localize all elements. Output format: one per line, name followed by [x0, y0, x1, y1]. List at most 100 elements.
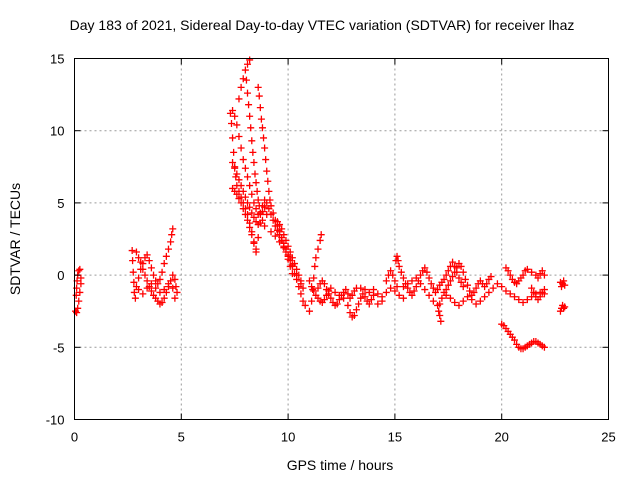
data-point-seg-mid [404, 280, 412, 288]
y-tick-label: -10 [46, 413, 65, 428]
data-point-seg-peak [235, 176, 243, 184]
data-point-seg-mid [308, 283, 316, 291]
data-point-seg-mid [444, 281, 452, 289]
data-point-seg-mid [325, 290, 333, 298]
data-point-seg-3h [156, 275, 164, 283]
x-tick-labels: 0 5 10 15 20 25 [71, 430, 616, 445]
data-point-seg-mid [308, 297, 316, 305]
data-point-seg-early [75, 267, 83, 275]
data-point-seg-mid [472, 284, 480, 292]
data-point-seg-mid [382, 288, 390, 296]
data-point-seg-mid [323, 286, 331, 294]
data-point-seg-mid [476, 297, 484, 305]
data-point-seg-late [538, 267, 546, 275]
data-point-seg-mid [442, 271, 450, 279]
data-point-seg-peak [299, 284, 307, 292]
data-point-seg-mid [425, 291, 433, 299]
data-point-seg-mid [355, 300, 363, 308]
data-point-seg-peak [254, 83, 262, 91]
data-point-seg-3h [168, 231, 176, 239]
data-point-seg-peak [229, 106, 237, 114]
data-point-seg-3h [143, 277, 151, 285]
data-point-seg-peak [239, 156, 247, 164]
data-point-seg-mid [457, 262, 465, 270]
data-point-seg-mid [440, 275, 448, 283]
data-point-seg-peak [244, 60, 252, 68]
data-point-seg-peak [254, 234, 262, 242]
data-point-seg-3h [167, 238, 175, 246]
data-point-seg-peak [241, 66, 249, 74]
data-point-seg-mid [305, 307, 313, 315]
y-tick-label: 15 [50, 52, 64, 67]
data-point-seg-peak [255, 92, 263, 100]
data-point-seg-3h [131, 294, 139, 302]
data-point-seg-mid [423, 268, 431, 276]
data-point-seg-peak [297, 290, 305, 298]
data-point-seg-mid [417, 280, 425, 288]
data-point-seg-peak [241, 210, 249, 218]
data-point-seg-3h [171, 294, 179, 302]
data-point-seg-3h [139, 290, 147, 298]
data-point-seg-mid [451, 299, 459, 307]
data-point-seg-peak [231, 164, 239, 172]
data-point-seg-3h [158, 268, 166, 276]
data-point-seg-peak [263, 210, 271, 218]
data-point-seg-peak [256, 104, 264, 112]
data-point-seg-mid [382, 277, 390, 285]
data-point-seg-peak [261, 144, 269, 152]
data-point-seg-mid [429, 297, 437, 305]
data-point-seg-peak [246, 223, 254, 231]
data-point-seg-peak [250, 199, 258, 207]
data-point-seg-peak [251, 170, 259, 178]
data-point-seg-mid [498, 283, 506, 291]
data-point-seg-mid [408, 291, 416, 299]
data-point-seg-3h [141, 271, 149, 279]
data-point-seg-peak [249, 148, 257, 156]
x-tick-label: 20 [494, 430, 508, 445]
data-point-seg-peak [269, 216, 277, 224]
data-point-seg-mid [461, 275, 469, 283]
data-point-seg-peak [276, 221, 284, 229]
data-point-seg-late [528, 284, 536, 292]
data-point-seg-3h [173, 288, 181, 296]
data-point-seg-late [528, 268, 536, 276]
data-point-seg-3h [156, 288, 164, 296]
data-point-seg-mid [459, 283, 467, 291]
x-axis-label: GPS time / hours [287, 457, 394, 473]
data-point-seg-mid [523, 296, 531, 304]
data-point-seg-mid [352, 306, 360, 314]
data-point-seg-mid [437, 317, 445, 325]
data-point-seg-mid [453, 264, 461, 272]
data-point-seg-late [519, 271, 527, 279]
data-point-seg-mid [367, 296, 375, 304]
y-tick-label: -5 [53, 340, 65, 355]
data-point-seg-mid [457, 278, 465, 286]
data-point-seg-peak [237, 144, 245, 152]
data-point-seg-mid [399, 274, 407, 282]
data-point-seg-peak [291, 260, 299, 268]
x-tick-label: 0 [71, 430, 78, 445]
data-point-seg-mid [436, 312, 444, 320]
data-point-seg-peak [263, 167, 271, 175]
data-point-seg-mid [389, 271, 397, 279]
data-point-seg-mid [346, 309, 354, 317]
data-point-seg-mid [393, 252, 401, 260]
data-point-seg-mid [342, 286, 350, 294]
x-tick-label: 25 [601, 430, 615, 445]
data-point-seg-peak [250, 213, 258, 221]
data-point-seg-3h [169, 271, 177, 279]
data-point-seg-mid [464, 293, 472, 301]
data-point-seg-peak [250, 239, 258, 247]
data-point-seg-mid [472, 300, 480, 308]
data-point-seg-mid [427, 280, 435, 288]
data-point-seg-3h [169, 225, 177, 233]
data-point-seg-3h [171, 275, 179, 283]
data-point-seg-early [76, 288, 84, 296]
data-point-seg-3h [143, 284, 151, 292]
data-point-seg-mid [312, 254, 320, 262]
data-point-seg-peak [235, 95, 243, 103]
data-point-seg-late [540, 286, 548, 294]
data-point-seg-3h [164, 245, 172, 253]
data-point-seg-early [74, 304, 82, 312]
y-tick-label: 0 [57, 268, 64, 283]
